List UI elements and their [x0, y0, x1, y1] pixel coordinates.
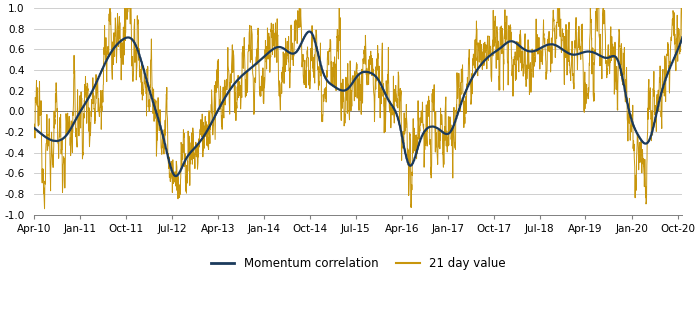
Legend: Momentum correlation, 21 day value: Momentum correlation, 21 day value — [206, 252, 510, 275]
